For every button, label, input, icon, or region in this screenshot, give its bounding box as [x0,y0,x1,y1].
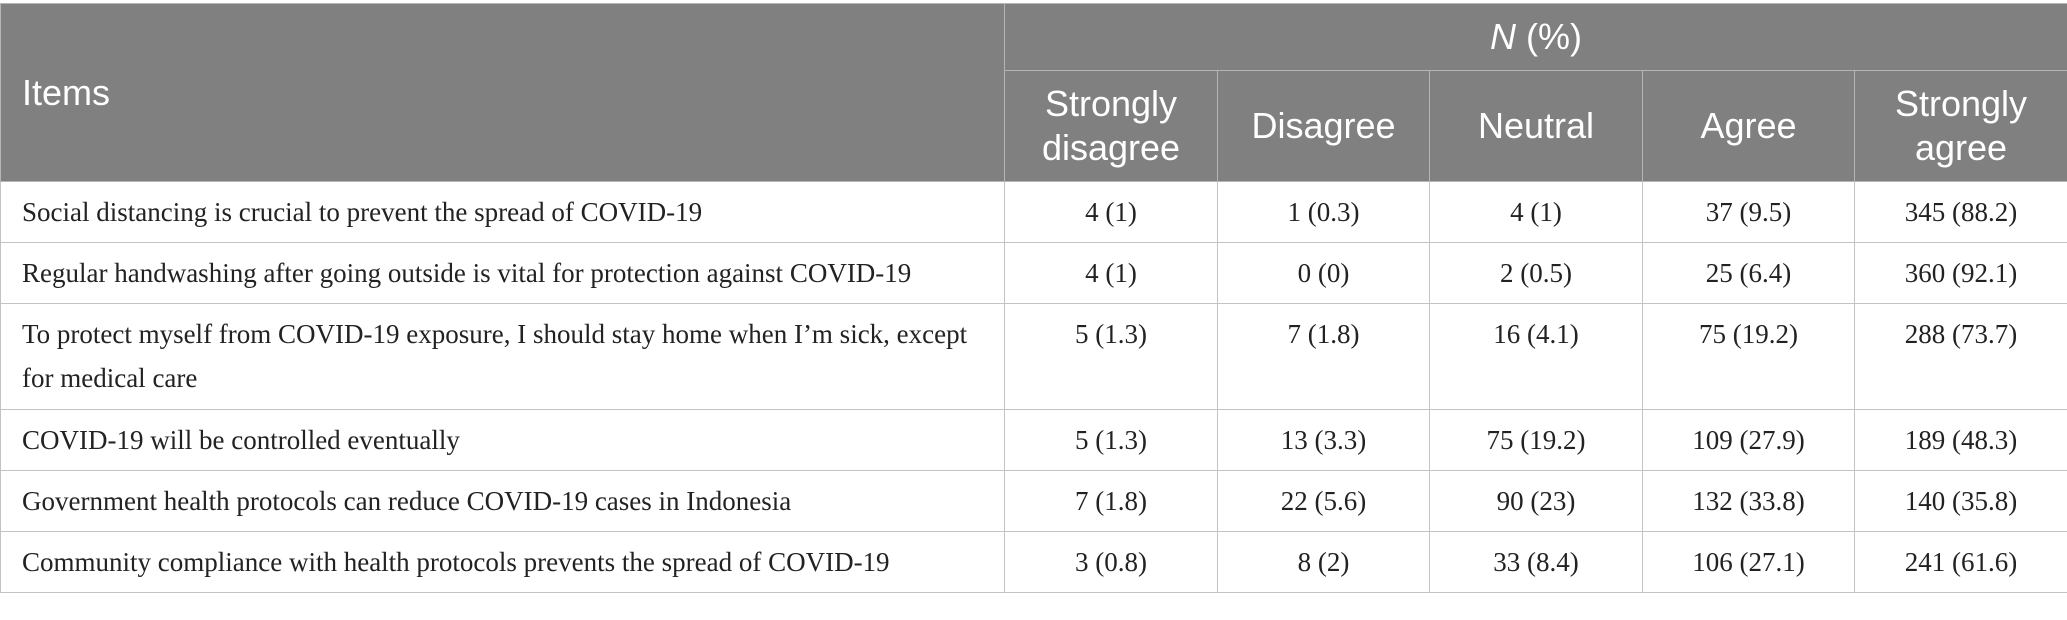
table-row: Government health protocols can reduce C… [0,470,2067,532]
value-cell: 37 (9.5) [1642,181,1855,243]
value-cell: 75 (19.2) [1642,303,1855,410]
column-header-strongly-agree: Strongly agree [1853,70,2067,182]
value-cell: 106 (27.1) [1642,531,1855,593]
value-cell: 4 (1) [1004,181,1218,243]
column-header-disagree: Disagree [1217,70,1430,182]
value-cell: 75 (19.2) [1429,409,1643,471]
value-cell: 241 (61.6) [1853,531,2067,593]
value-cell: 7 (1.8) [1004,470,1218,532]
column-header-strongly-disagree: Strongly disagree [1004,70,1218,182]
header-row-top: Items N (%) [0,3,2067,182]
value-cell: 22 (5.6) [1217,470,1430,532]
table-row: Community compliance with health protoco… [0,531,2067,593]
value-cell: 3 (0.8) [1004,531,1218,593]
table-header: Items N (%) Strongly disagree Disagree N… [0,3,2067,182]
table-body: Social distancing is crucial to prevent … [0,181,2067,593]
value-cell: 189 (48.3) [1853,409,2067,471]
value-cell: 5 (1.3) [1004,303,1218,410]
value-cell: 0 (0) [1217,242,1430,304]
value-cell: 5 (1.3) [1004,409,1218,471]
n-percent-header: N (%) [1003,3,2067,71]
value-cell: 109 (27.9) [1642,409,1855,471]
value-cell: 16 (4.1) [1429,303,1643,410]
table-row: Regular handwashing after going outside … [0,242,2067,304]
percent-label: (%) [1526,16,1583,57]
value-cell: 4 (1) [1429,181,1643,243]
table-row: COVID-19 will be controlled eventually 5… [0,409,2067,471]
survey-table: Items N (%) Strongly disagree Disagree N… [0,3,2067,593]
value-cell: 33 (8.4) [1429,531,1643,593]
items-column-header: Items [0,3,1005,182]
value-cell: 13 (3.3) [1217,409,1430,471]
column-header-agree: Agree [1642,70,1855,182]
value-cell: 360 (92.1) [1853,242,2067,304]
value-cell: 90 (23) [1429,470,1643,532]
item-cell: Regular handwashing after going outside … [0,242,1005,304]
column-header-neutral: Neutral [1429,70,1643,182]
value-cell: 345 (88.2) [1853,181,2067,243]
value-cell: 288 (73.7) [1853,303,2067,410]
value-cell: 140 (35.8) [1853,470,2067,532]
table-row: Social distancing is crucial to prevent … [0,181,2067,243]
value-cell: 132 (33.8) [1642,470,1855,532]
table-row: To protect myself from COVID-19 exposure… [0,303,2067,410]
value-cell: 1 (0.3) [1217,181,1430,243]
item-cell: Community compliance with health protoco… [0,531,1005,593]
value-cell: 7 (1.8) [1217,303,1430,410]
item-cell: Social distancing is crucial to prevent … [0,181,1005,243]
item-cell: To protect myself from COVID-19 exposure… [0,303,1005,410]
value-cell: 25 (6.4) [1642,242,1855,304]
n-label: N [1490,16,1517,57]
value-cell: 8 (2) [1217,531,1430,593]
item-cell: Government health protocols can reduce C… [0,470,1005,532]
header-row-sub: Strongly disagree Disagree Neutral Agree… [1,70,2067,182]
item-cell: COVID-19 will be controlled eventually [0,409,1005,471]
value-cell: 4 (1) [1004,242,1218,304]
value-cell: 2 (0.5) [1429,242,1643,304]
